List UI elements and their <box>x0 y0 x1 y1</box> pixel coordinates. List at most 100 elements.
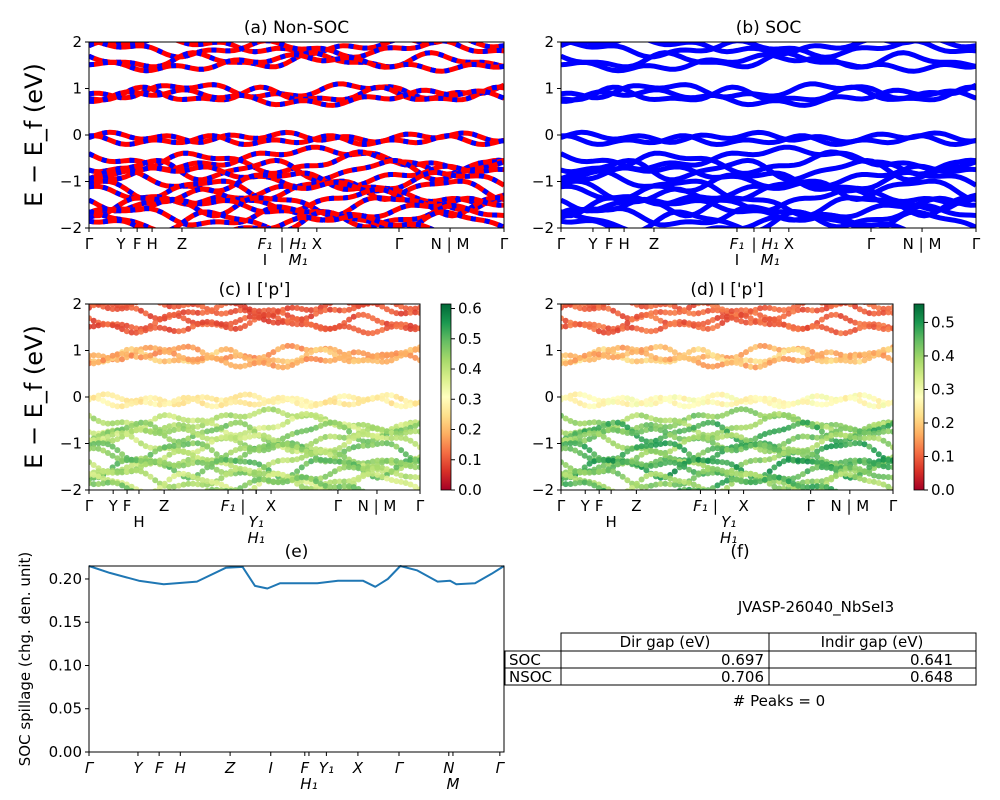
projection-point <box>279 457 286 464</box>
projection-point <box>298 483 305 490</box>
projection-point <box>346 316 353 323</box>
projection-point <box>246 467 253 474</box>
projection-point <box>567 395 574 402</box>
projection-point <box>871 324 877 330</box>
projection-point <box>700 325 707 332</box>
projection-point <box>379 473 386 480</box>
x-tick-label: H₁ <box>720 529 737 547</box>
projection-point <box>719 391 726 398</box>
projection-point <box>152 324 159 331</box>
projection-point <box>814 483 821 490</box>
projection-point <box>171 493 177 499</box>
projection-point <box>355 422 362 428</box>
projection-point <box>695 346 702 353</box>
projection-point <box>880 402 887 409</box>
projection-point <box>605 346 612 353</box>
projection-point <box>175 462 182 469</box>
projection-point <box>90 394 97 401</box>
projection-point <box>643 427 650 433</box>
projection-point <box>875 461 882 468</box>
projection-point <box>398 395 405 402</box>
projection-point <box>743 313 749 319</box>
projection-point <box>743 459 749 466</box>
projection-point <box>847 425 854 432</box>
gap-table <box>504 632 977 686</box>
projection-point <box>657 309 664 315</box>
projection-point <box>605 457 612 464</box>
projection-point <box>407 346 414 353</box>
projection-point <box>890 474 893 481</box>
projection-point <box>232 307 239 314</box>
projection-point <box>331 306 338 313</box>
projection-point <box>871 490 877 496</box>
projection-point <box>671 434 678 441</box>
projection-point <box>417 304 420 311</box>
projection-point <box>161 313 168 320</box>
projection-point <box>327 471 334 478</box>
projection-point <box>705 419 711 426</box>
projection-point <box>890 304 893 311</box>
projection-point <box>709 352 716 358</box>
projection-point <box>785 414 792 421</box>
projection-point <box>100 357 107 364</box>
projection-point <box>289 362 296 368</box>
projection-point <box>261 470 267 477</box>
projection-point <box>600 329 607 336</box>
projection-point <box>327 357 334 364</box>
projection-point <box>828 400 835 407</box>
projection-point <box>833 304 840 308</box>
projection-point <box>799 357 806 364</box>
y-tick-label: −2 <box>532 219 554 237</box>
projection-point <box>595 419 602 426</box>
projection-point <box>591 419 598 426</box>
projection-point <box>591 356 598 363</box>
projection-point <box>629 413 636 420</box>
projection-point <box>100 431 107 437</box>
projection-point <box>289 457 296 463</box>
projection-point <box>294 448 301 455</box>
projection-point <box>232 325 239 332</box>
projection-point <box>662 494 668 500</box>
projection-point <box>218 424 225 431</box>
projection-point <box>757 395 764 402</box>
projection-point <box>804 458 811 465</box>
projection-point <box>369 466 376 472</box>
projection-point <box>336 465 343 472</box>
projection-point <box>790 416 797 423</box>
projection-point <box>242 466 248 473</box>
projection-point <box>638 326 645 333</box>
projection-point <box>624 458 631 465</box>
projection-point <box>804 346 811 353</box>
projection-point <box>417 420 420 427</box>
projection-point <box>412 440 419 447</box>
band-line-blue <box>89 157 504 183</box>
col-header-indir-gap: Indir gap (eV) <box>821 633 924 651</box>
projection-point <box>275 423 282 430</box>
projection-point <box>152 448 159 455</box>
projection-point <box>643 449 650 456</box>
projection-point <box>147 394 154 401</box>
projection-point <box>833 473 840 480</box>
projection-point <box>624 401 631 408</box>
x-tick-label: N | M <box>830 497 869 515</box>
projection-point <box>572 397 579 404</box>
projection-point <box>562 430 569 437</box>
projection-point <box>138 354 144 361</box>
projection-point <box>648 426 655 432</box>
projection-point <box>270 357 277 364</box>
projection-point <box>709 439 716 446</box>
projection-point <box>148 297 154 303</box>
projection-point <box>719 467 726 474</box>
projection-point <box>799 349 806 356</box>
projection-point <box>681 395 688 402</box>
projection-point <box>757 358 764 365</box>
projection-point <box>795 307 802 314</box>
projection-point <box>246 479 253 486</box>
projection-point <box>166 491 172 497</box>
projection-point <box>152 415 159 422</box>
x-tick-label: Y <box>587 235 598 253</box>
projection-point <box>638 412 645 419</box>
projection-point <box>818 483 825 490</box>
x-tick-label: Z <box>631 497 641 515</box>
